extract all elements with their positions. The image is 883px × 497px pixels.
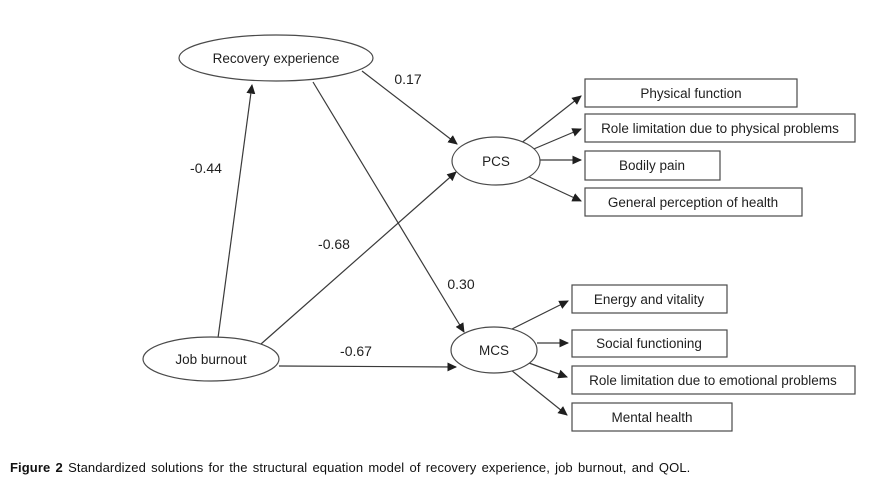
job-burnout-label: Job burnout xyxy=(175,352,247,367)
job-burnout-ellipse xyxy=(142,336,280,382)
recovery-experience-label: Recovery experience xyxy=(213,51,340,66)
figure-caption: Figure 2 Standardized solutions for the … xyxy=(10,460,875,475)
role-limitation-physical-label: Role limitation due to physical problems xyxy=(601,121,839,136)
path-arrow-recovery-to-pcs xyxy=(361,70,458,145)
mcs-ellipse xyxy=(450,326,538,374)
path-arrow-mcs-to-energy-vitality xyxy=(511,300,569,330)
energy-vitality-box xyxy=(571,284,728,314)
latent-node-recovery-experience: Recovery experience xyxy=(178,34,374,82)
bodily-pain-box xyxy=(584,150,721,181)
recovery-experience-ellipse xyxy=(178,34,374,82)
role-limitation-emotional-box xyxy=(571,365,856,395)
indicator-box-social-functioning: Social functioning xyxy=(571,329,728,358)
coefficient-burnout-to-pcs: -0.68 xyxy=(318,236,350,252)
sem-path-diagram: Recovery experience Job burnout PCS MCS … xyxy=(142,34,856,432)
path-arrow-burnout-to-recovery xyxy=(217,83,256,339)
path-arrow-burnout-to-mcs xyxy=(278,362,458,372)
indicator-box-bodily-pain: Bodily pain xyxy=(584,150,721,181)
path-arrow-mcs-to-mental-health xyxy=(510,369,568,416)
bodily-pain-label: Bodily pain xyxy=(619,158,685,173)
path-arrow-pcs-to-role-limitation-physical xyxy=(528,128,582,152)
role-limitation-physical-box xyxy=(584,113,856,143)
indicator-box-energy-vitality: Energy and vitality xyxy=(571,284,728,314)
coefficient-recovery-to-mcs: 0.30 xyxy=(447,276,474,292)
coefficient-burnout-to-mcs: -0.67 xyxy=(340,343,372,359)
path-arrow-mcs-to-role-limitation-emotional xyxy=(528,362,568,379)
indicator-box-general-perception: General perception of health xyxy=(584,187,803,217)
pcs-label: PCS xyxy=(482,154,510,169)
pcs-ellipse xyxy=(451,136,541,186)
mental-health-label: Mental health xyxy=(611,410,692,425)
coefficient-recovery-to-pcs: 0.17 xyxy=(394,71,421,87)
latent-node-job-burnout: Job burnout xyxy=(142,336,280,382)
path-arrow-recovery-to-mcs xyxy=(312,81,465,333)
mental-health-box xyxy=(571,402,733,432)
indicator-box-mental-health: Mental health xyxy=(571,402,733,432)
general-perception-box xyxy=(584,187,803,217)
indicator-box-physical-function: Physical function xyxy=(584,78,798,108)
social-functioning-box xyxy=(571,329,728,358)
physical-function-label: Physical function xyxy=(640,86,741,101)
path-arrow-pcs-to-physical-function xyxy=(519,95,582,145)
figure-caption-text: Standardized solutions for the structura… xyxy=(68,460,691,475)
indicator-box-role-limitation-emotional: Role limitation due to emotional problem… xyxy=(571,365,856,395)
general-perception-label: General perception of health xyxy=(608,195,778,210)
social-functioning-label: Social functioning xyxy=(596,336,702,351)
latent-node-pcs: PCS xyxy=(451,136,541,186)
latent-node-mcs: MCS xyxy=(450,326,538,374)
path-arrow-pcs-to-general-perception xyxy=(524,174,582,202)
path-arrow-burnout-to-pcs xyxy=(260,171,457,345)
coefficient-burnout-to-recovery: -0.44 xyxy=(190,160,222,176)
indicator-box-role-limitation-physical: Role limitation due to physical problems xyxy=(584,113,856,143)
mcs-label: MCS xyxy=(479,343,509,358)
figure-caption-number: Figure 2 xyxy=(10,460,63,475)
physical-function-box xyxy=(584,78,798,108)
energy-vitality-label: Energy and vitality xyxy=(594,292,705,307)
role-limitation-emotional-label: Role limitation due to emotional problem… xyxy=(589,373,837,388)
